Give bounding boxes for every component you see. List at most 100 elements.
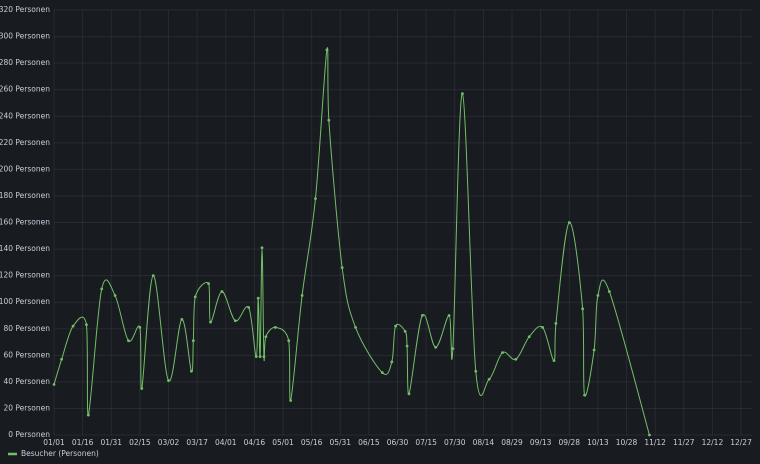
data-point	[541, 326, 544, 329]
data-point	[256, 296, 260, 300]
data-point	[151, 274, 155, 278]
y-tick-label: 20 Personen	[4, 403, 51, 412]
data-point	[327, 118, 331, 122]
data-point	[300, 294, 304, 297]
y-tick-label: 140 Personen	[0, 244, 50, 253]
data-point	[447, 314, 451, 317]
data-point	[596, 294, 600, 297]
x-tick-label: 04/16	[244, 438, 266, 447]
x-tick-label: 11/12	[644, 438, 666, 447]
data-point	[233, 319, 237, 323]
y-tick-label: 320 Personen	[0, 5, 50, 14]
x-tick-label: 02/15	[129, 438, 151, 447]
data-point	[113, 294, 117, 297]
y-tick-label: 80 Personen	[4, 324, 51, 333]
y-tick-label: 60 Personen	[4, 350, 51, 359]
data-point	[190, 369, 193, 373]
data-point	[501, 351, 504, 355]
data-point	[247, 306, 251, 309]
data-point	[514, 357, 518, 361]
x-tick-label: 10/13	[587, 438, 609, 447]
x-tick-label: 08/14	[473, 438, 495, 447]
y-tick-label: 120 Personen	[0, 271, 50, 280]
y-tick-label: 180 Personen	[0, 191, 50, 200]
data-point	[127, 339, 130, 343]
y-tick-label: 0 Personen	[8, 430, 50, 439]
data-point	[273, 326, 277, 329]
data-point	[60, 357, 64, 361]
data-point	[380, 371, 384, 374]
data-point	[390, 360, 394, 364]
data-point	[354, 326, 357, 329]
data-point	[592, 348, 596, 352]
data-point	[180, 318, 184, 321]
data-point	[264, 335, 268, 339]
data-point	[191, 339, 195, 343]
y-tick-label: 40 Personen	[4, 377, 51, 386]
data-point	[487, 377, 491, 381]
x-tick-label: 09/13	[530, 438, 552, 447]
data-point	[100, 287, 104, 291]
x-tick-label: 10/28	[616, 438, 638, 447]
x-tick-label: 07/15	[415, 438, 437, 447]
data-point	[71, 324, 75, 328]
x-tick-label: 01/31	[100, 438, 122, 447]
data-point	[220, 290, 224, 293]
data-point	[567, 221, 571, 224]
data-point	[394, 324, 398, 328]
x-tick-label: 01/01	[43, 438, 65, 447]
data-point	[581, 307, 585, 311]
x-tick-label: 03/02	[158, 438, 180, 447]
data-point	[262, 355, 266, 359]
x-tick-label: 11/27	[673, 438, 695, 447]
data-point	[607, 290, 611, 293]
data-point	[325, 48, 329, 52]
data-point	[451, 347, 455, 351]
x-tick-label: 01/16	[72, 438, 94, 447]
data-point	[140, 387, 144, 390]
data-point	[85, 323, 88, 327]
x-tick-label: 12/27	[730, 438, 752, 447]
data-point	[287, 339, 291, 343]
x-tick-label: 07/30	[444, 438, 466, 447]
x-tick-label: 06/15	[358, 438, 380, 447]
data-point	[554, 322, 558, 325]
data-point	[260, 246, 264, 250]
data-point	[583, 393, 586, 397]
data-point	[193, 295, 197, 299]
y-tick-label: 280 Personen	[0, 58, 50, 67]
x-tick-label: 05/31	[329, 438, 351, 447]
x-tick-label: 03/17	[186, 438, 208, 447]
data-point	[86, 413, 90, 417]
x-tick-label: 08/29	[501, 438, 523, 447]
data-point	[207, 282, 210, 285]
x-tick-label: 06/30	[387, 438, 409, 447]
x-tick-label: 09/28	[558, 438, 580, 447]
data-point	[420, 314, 424, 317]
y-tick-label: 300 Personen	[0, 32, 50, 41]
data-point	[434, 345, 438, 349]
data-point	[407, 392, 411, 396]
y-tick-label: 100 Personen	[0, 297, 50, 306]
data-point	[340, 266, 344, 270]
y-tick-label: 240 Personen	[0, 111, 50, 120]
data-point	[209, 320, 212, 324]
x-tick-label: 05/16	[301, 438, 323, 447]
data-point	[167, 379, 170, 382]
data-point	[314, 197, 317, 200]
y-tick-label: 200 Personen	[0, 164, 50, 173]
data-point	[648, 433, 651, 437]
x-tick-label: 12/12	[702, 438, 724, 447]
x-tick-label: 05/01	[272, 438, 294, 447]
y-tick-label: 220 Personen	[0, 138, 50, 147]
data-point	[289, 399, 293, 402]
y-tick-label: 260 Personen	[0, 85, 50, 94]
legend-label: Besucher (Personen)	[21, 449, 99, 458]
data-point	[405, 344, 409, 348]
data-point	[403, 330, 407, 333]
data-point	[474, 369, 478, 373]
data-point	[258, 355, 262, 359]
